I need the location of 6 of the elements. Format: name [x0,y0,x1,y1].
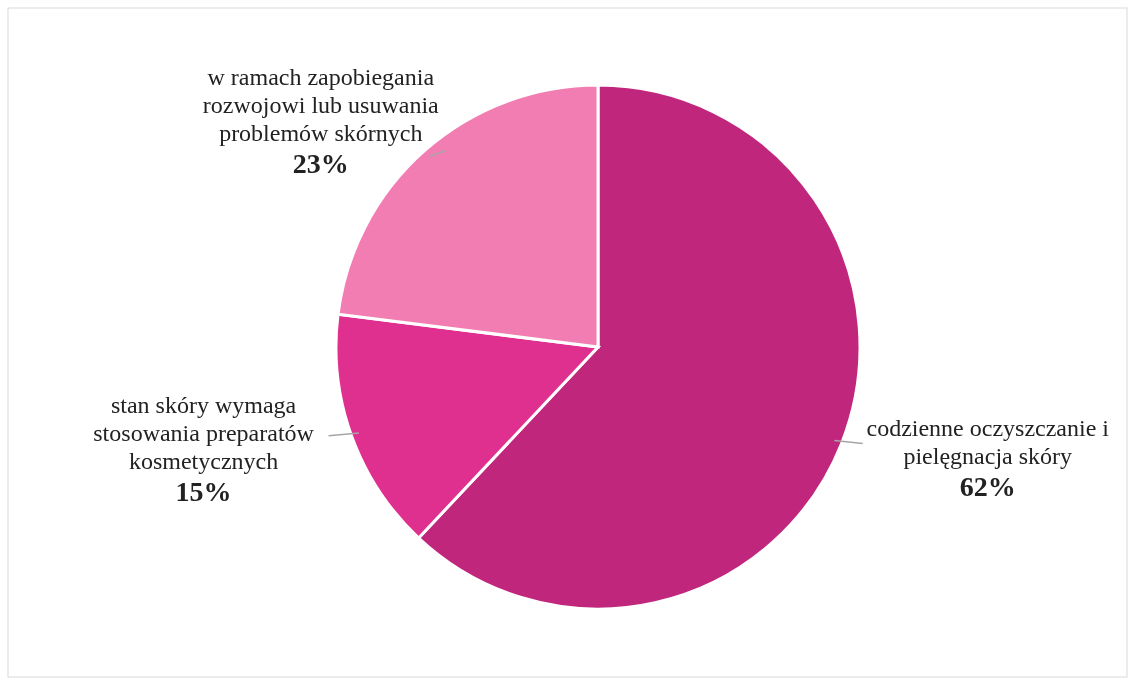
slice-label: codzienne oczyszczanie i pielęgnacja skóry [866,414,1110,469]
slice-label: w ramach zapobiegania rozwojowi lub usuwania problemów skórnych [202,63,440,146]
slice-label: stan skóry wymaga stosowania preparatów kosmetycznych [93,392,315,475]
data-label: 62% [959,470,1016,502]
data-label: 15% [175,476,232,508]
data-label: 23% [292,147,349,179]
